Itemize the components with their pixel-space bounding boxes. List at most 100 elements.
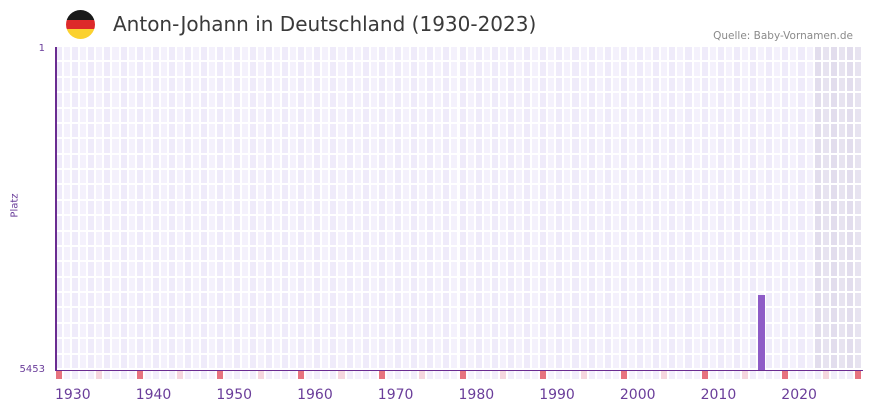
grid-cell xyxy=(378,200,385,215)
grid-cell xyxy=(193,108,200,122)
grid-cell xyxy=(120,185,127,199)
grid-cell xyxy=(152,293,159,307)
grid-cell xyxy=(128,62,135,76)
grid-cell xyxy=(790,308,797,322)
grid-cell xyxy=(483,231,490,245)
grid-cell xyxy=(741,277,748,292)
grid-cell xyxy=(580,200,587,215)
grid-cell xyxy=(394,154,401,169)
grid-cell xyxy=(741,77,748,92)
grid-cell xyxy=(241,62,248,76)
grid-cell xyxy=(750,93,757,107)
grid-cell xyxy=(306,231,313,245)
grid-cell xyxy=(209,216,216,230)
grid-cell xyxy=(241,323,248,338)
grid-cell xyxy=(298,293,305,307)
grid-cell xyxy=(782,77,789,92)
grid-cell xyxy=(56,216,63,230)
grid-cell xyxy=(725,354,732,368)
decade-marker xyxy=(459,371,466,379)
grid-cell xyxy=(435,277,442,292)
grid-cell xyxy=(701,123,708,138)
grid-cell xyxy=(669,339,676,353)
grid-cell xyxy=(217,185,224,199)
grid-cell xyxy=(701,108,708,122)
grid-cell xyxy=(653,293,660,307)
grid-cell xyxy=(338,62,345,76)
grid-cell xyxy=(806,231,813,245)
grid-cell xyxy=(273,308,280,322)
grid-cell xyxy=(314,293,321,307)
grid-cell xyxy=(257,246,264,261)
grid-cell xyxy=(144,170,151,184)
grid-cell xyxy=(475,77,482,92)
grid-cell xyxy=(330,123,337,138)
grid-cell xyxy=(330,293,337,307)
grid-cell xyxy=(435,139,442,153)
grid-cell xyxy=(281,62,289,76)
grid-cell xyxy=(854,308,861,322)
grid-cell xyxy=(499,231,506,245)
grid-cell xyxy=(233,77,240,92)
grid-cell xyxy=(475,262,482,276)
grid-cell xyxy=(443,246,450,261)
grid-cell xyxy=(362,170,369,184)
grid-cell xyxy=(88,185,95,199)
grid-cell xyxy=(386,323,393,338)
grid-cell xyxy=(306,62,313,76)
grid-cell xyxy=(572,185,579,199)
grid-cell xyxy=(588,154,595,169)
grid-cell xyxy=(814,262,821,276)
grid-cell xyxy=(604,323,611,338)
grid-cell xyxy=(854,108,861,122)
grid-cell xyxy=(838,139,845,153)
grid-cell xyxy=(572,108,579,122)
grid-cell xyxy=(628,293,636,307)
rank-bar-2017[interactable] xyxy=(758,295,766,370)
grid-cell xyxy=(346,246,353,261)
grid-cell xyxy=(507,262,514,276)
grid-cell xyxy=(112,277,119,292)
grid-cell xyxy=(403,231,410,245)
grid-cell xyxy=(265,154,272,169)
grid-cell xyxy=(370,108,377,122)
grid-cell xyxy=(394,139,401,153)
grid-cell xyxy=(758,170,765,184)
grid-cell xyxy=(838,62,845,76)
grid-cell xyxy=(160,185,167,199)
grid-cell xyxy=(298,354,305,368)
half-decade-marker xyxy=(419,371,426,379)
year-cell xyxy=(354,371,361,379)
grid-cell xyxy=(160,354,167,368)
grid-cell xyxy=(588,339,595,353)
grid-cell xyxy=(588,200,595,215)
grid-cell xyxy=(411,323,418,338)
grid-cell xyxy=(854,277,861,292)
grid-cell xyxy=(467,123,474,138)
grid-cell xyxy=(394,185,401,199)
grid-cell xyxy=(322,47,329,61)
grid-cell xyxy=(338,277,345,292)
grid-cell xyxy=(798,93,805,107)
grid-cell xyxy=(588,216,595,230)
grid-cell xyxy=(556,277,563,292)
grid-cell xyxy=(854,246,861,261)
grid-cell xyxy=(144,123,151,138)
year-cell xyxy=(233,371,240,379)
grid-cell xyxy=(548,231,555,245)
grid-cell xyxy=(774,108,781,122)
grid-cell xyxy=(709,246,716,261)
grid-cell xyxy=(152,62,159,76)
grid-cell xyxy=(830,47,837,61)
grid-cell xyxy=(386,308,393,322)
grid-cell xyxy=(588,277,595,292)
grid-cell xyxy=(653,339,660,353)
decade-marker xyxy=(854,371,861,379)
grid-cell xyxy=(637,108,644,122)
grid-cell xyxy=(564,200,571,215)
grid-cell xyxy=(193,308,200,322)
grid-cell xyxy=(233,277,240,292)
grid-cell xyxy=(168,277,176,292)
grid-cell xyxy=(112,77,119,92)
grid-cell xyxy=(241,108,248,122)
